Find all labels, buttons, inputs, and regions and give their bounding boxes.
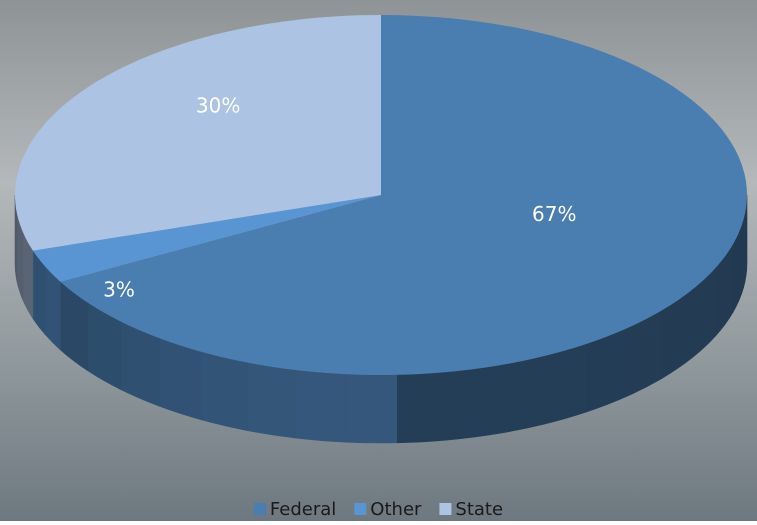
- legend-label: Federal: [270, 499, 336, 520]
- legend-label: Other: [370, 499, 422, 520]
- legend-swatch: [354, 503, 366, 515]
- legend-swatch: [439, 503, 451, 515]
- legend-swatch: [254, 503, 266, 515]
- slice-side: [247, 363, 295, 438]
- slice-side: [496, 356, 543, 434]
- slice-side: [397, 372, 447, 443]
- slice-side: [346, 374, 397, 443]
- slice-side: [296, 370, 346, 442]
- legend-label: State: [455, 499, 503, 520]
- slice-side: [447, 366, 496, 440]
- data-label: 67%: [532, 202, 576, 226]
- legend: Federal Other State: [254, 499, 503, 520]
- slice-side: [543, 344, 587, 425]
- data-label: 3%: [103, 277, 135, 301]
- slice-side: [159, 338, 201, 420]
- slice-side: [202, 352, 248, 431]
- chart: 67% 3% 30% Federal Other State: [0, 0, 757, 521]
- pie-tops: [15, 15, 747, 375]
- data-label: 30%: [196, 93, 240, 117]
